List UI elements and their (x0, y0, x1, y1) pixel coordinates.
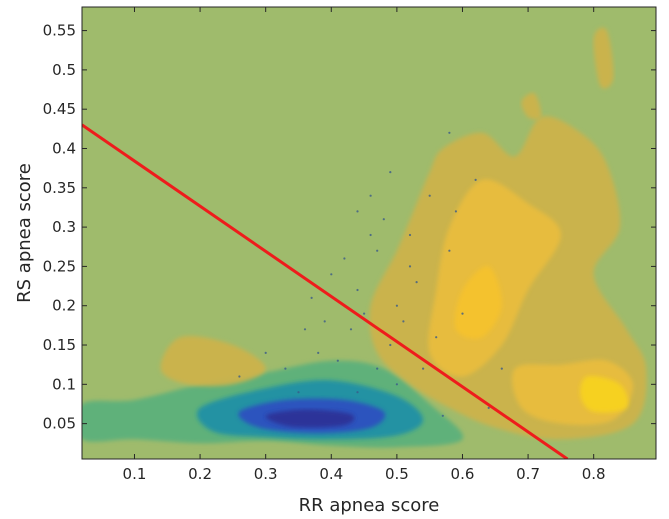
density-layer (82, 27, 647, 448)
density-region-11 (521, 92, 542, 120)
scatter-point (395, 304, 398, 307)
scatter-point (415, 281, 418, 284)
x-tick-label: 0.6 (451, 465, 475, 483)
scatter-point (408, 265, 412, 268)
x-tick-label: 0.5 (385, 465, 409, 483)
scatter-point (310, 296, 313, 299)
scatter-point (389, 171, 392, 174)
line-layer (82, 123, 569, 459)
scatter-layer (238, 131, 503, 417)
scatter-point (238, 375, 241, 378)
scatter-point (474, 178, 477, 181)
scatter-point (376, 249, 379, 252)
y-tick-label: 0.25 (43, 257, 76, 275)
scatter-point (356, 210, 359, 213)
x-axis: 0.1 0.2 0.3 0.4 0.5 0.6 0.7 0.8 (123, 7, 606, 483)
scatter-point (454, 210, 457, 213)
y-axis: 0.05 0.1 0.15 0.2 0.25 0.3 0.35 0.4 0.45 0.5 0.55 (43, 22, 656, 433)
scatter-point (317, 351, 320, 354)
density-region-10 (593, 27, 614, 89)
scatter-point (363, 312, 366, 315)
y-tick-label: 0.5 (52, 61, 76, 79)
scatter-point (435, 336, 438, 339)
scatter-point (356, 288, 359, 292)
scatter-point (356, 391, 359, 394)
y-tick-label: 0.3 (52, 218, 76, 236)
y-tick-label: 0.35 (43, 179, 76, 197)
scatter-point (408, 233, 412, 237)
scatter-point (336, 359, 339, 362)
scatter-point (349, 328, 353, 331)
scatter-point (284, 367, 287, 370)
y-tick-label: 0.2 (52, 297, 76, 315)
scatter-point (382, 218, 385, 221)
scatter-point (448, 249, 451, 252)
scatter-point (369, 233, 372, 237)
scatter-point (323, 320, 326, 323)
scatter-point (487, 406, 490, 409)
x-tick-label: 0.1 (123, 465, 147, 483)
y-tick-label: 0.05 (43, 415, 76, 433)
x-axis-title: RR apnea score (299, 495, 440, 516)
decision-line (82, 123, 569, 459)
y-tick-label: 0.45 (43, 100, 76, 118)
scatter-point (369, 194, 372, 197)
scatter-point (422, 367, 425, 370)
scatter-point (303, 328, 307, 331)
scatter-point (330, 273, 333, 276)
x-tick-label: 0.4 (319, 465, 343, 483)
scatter-point (402, 320, 405, 323)
x-tick-label: 0.7 (516, 465, 540, 483)
y-tick-label: 0.4 (52, 139, 76, 157)
y-tick-label: 0.1 (52, 375, 76, 393)
plot-frame (81, 6, 657, 460)
scatter-point (343, 257, 346, 260)
density-region-9 (580, 376, 629, 413)
scatter-point (264, 351, 267, 354)
scatter-point (376, 367, 379, 370)
scatter-point (461, 312, 464, 315)
y-tick-label: 0.15 (43, 336, 76, 354)
scatter-point (395, 383, 398, 386)
y-axis-title: RS apnea score (14, 163, 35, 303)
density-region-8 (454, 266, 502, 339)
scatter-point (448, 131, 451, 134)
scatter-point (428, 194, 431, 197)
y-tick-label: 0.55 (43, 22, 76, 40)
scatter-point (500, 367, 503, 370)
scatter-point (389, 343, 392, 347)
density-region-3 (265, 409, 355, 428)
x-tick-label: 0.3 (254, 465, 278, 483)
x-tick-label: 0.8 (582, 465, 606, 483)
density-region-5 (160, 335, 266, 387)
scatter-point (297, 391, 300, 394)
x-tick-label: 0.2 (188, 465, 212, 483)
scatter-point (441, 414, 444, 417)
